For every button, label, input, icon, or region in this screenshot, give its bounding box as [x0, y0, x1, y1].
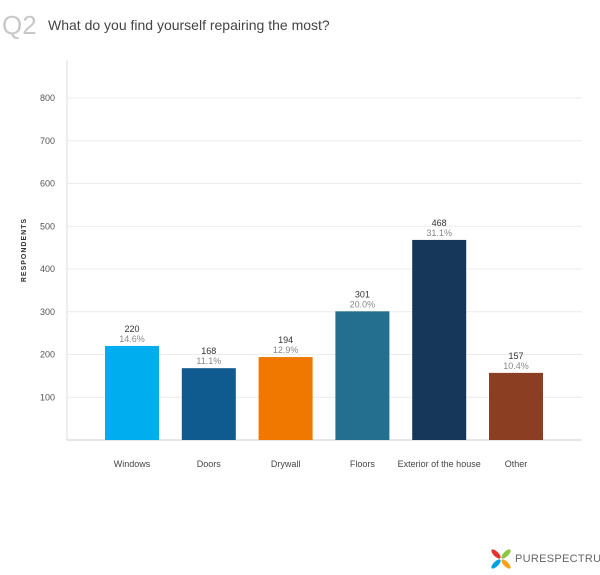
bar	[105, 345, 159, 440]
bar	[181, 368, 236, 440]
y-tick-label: 100	[40, 392, 55, 402]
bar	[489, 372, 543, 440]
logo-icon	[491, 549, 511, 569]
percent-label: 31.1%	[426, 228, 452, 238]
data-label: 194	[278, 335, 293, 345]
y-tick-label: 500	[40, 221, 55, 231]
percent-label: 11.1%	[196, 356, 221, 366]
bar	[335, 311, 390, 440]
percent-label: 14.6%	[119, 334, 145, 344]
y-tick-label: 300	[40, 307, 55, 317]
y-tick-label: 800	[40, 93, 55, 103]
data-label: 468	[432, 218, 447, 228]
data-label: 220	[124, 324, 139, 334]
percent-label: 10.4%	[503, 361, 529, 371]
x-tick-label: Exterior of the house	[398, 459, 481, 469]
x-tick-label: Doors	[197, 459, 222, 469]
x-tick-label: Floors	[350, 459, 376, 469]
y-tick-label: 600	[40, 179, 55, 189]
data-label: 301	[355, 289, 370, 299]
x-tick-label: Drywall	[271, 459, 301, 469]
bar	[258, 357, 313, 440]
brand-name: PURESPECTRUM	[515, 553, 600, 565]
y-tick-label: 700	[40, 136, 55, 146]
data-label: 157	[508, 351, 523, 361]
data-label: 168	[201, 346, 216, 356]
bar	[412, 239, 467, 440]
y-tick-label: 400	[40, 264, 55, 274]
x-tick-label: Windows	[114, 459, 151, 469]
x-tick-label: Other	[505, 459, 528, 469]
y-tick-label: 200	[40, 350, 55, 360]
question-number: Q2	[2, 10, 37, 40]
purespectrum-logo: PURESPECTRUM	[490, 548, 600, 570]
percent-label: 20.0%	[350, 299, 376, 309]
y-axis-label: RESPONDENTS	[21, 218, 28, 282]
percent-label: 12.9%	[273, 345, 299, 355]
question-text: What do you find yourself repairing the …	[48, 17, 330, 33]
